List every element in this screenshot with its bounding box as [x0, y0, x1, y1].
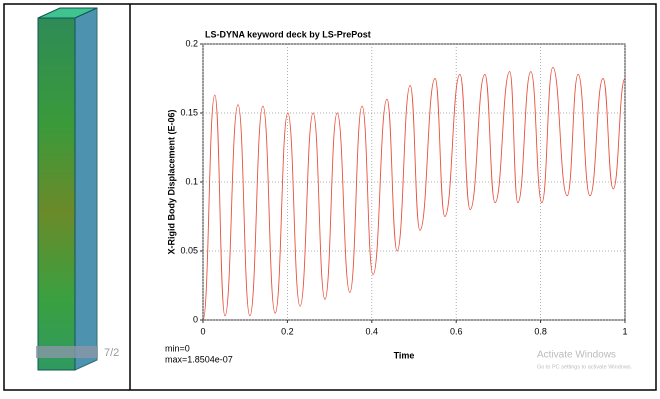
watermark: Activate Windows	[537, 350, 616, 361]
chart-title: LS-DYNA keyword deck by LS-PrePost	[205, 29, 371, 39]
annotation: min=0	[165, 343, 190, 353]
page: {"chart_data": {"type": "line", "title":…	[0, 0, 660, 399]
x-tick-label: 0.6	[450, 326, 463, 336]
x-tick-label: 0.2	[281, 326, 294, 336]
watermark-sub: Go to PC settings to activate Windows.	[537, 364, 633, 370]
y-tick-label: 0.1	[185, 176, 198, 186]
y-tick-label: 0.15	[180, 107, 198, 117]
x-tick-label: 1	[622, 326, 627, 336]
column-side	[75, 8, 97, 370]
x-tick-label: 0	[200, 326, 205, 336]
annotation: max=1.8504e-07	[165, 354, 233, 364]
y-tick-label: 0.2	[185, 38, 198, 48]
column-front	[38, 18, 75, 370]
outer-frame	[4, 4, 656, 390]
screenshot: 7/2 LS-DYNA keyword deck by LS-PrePost00…	[0, 0, 660, 394]
x-tick-label: 0.4	[366, 326, 379, 336]
y-axis-label: X-Rigid Body Displacement (E-06)	[166, 109, 176, 254]
playback-controls[interactable]	[36, 346, 98, 358]
x-axis-label: Time	[394, 350, 415, 360]
y-tick-label: 0.05	[180, 245, 198, 255]
frame-counter: 7/2	[104, 347, 119, 359]
x-tick-label: 0.8	[534, 326, 547, 336]
y-tick-label: 0	[193, 314, 198, 324]
